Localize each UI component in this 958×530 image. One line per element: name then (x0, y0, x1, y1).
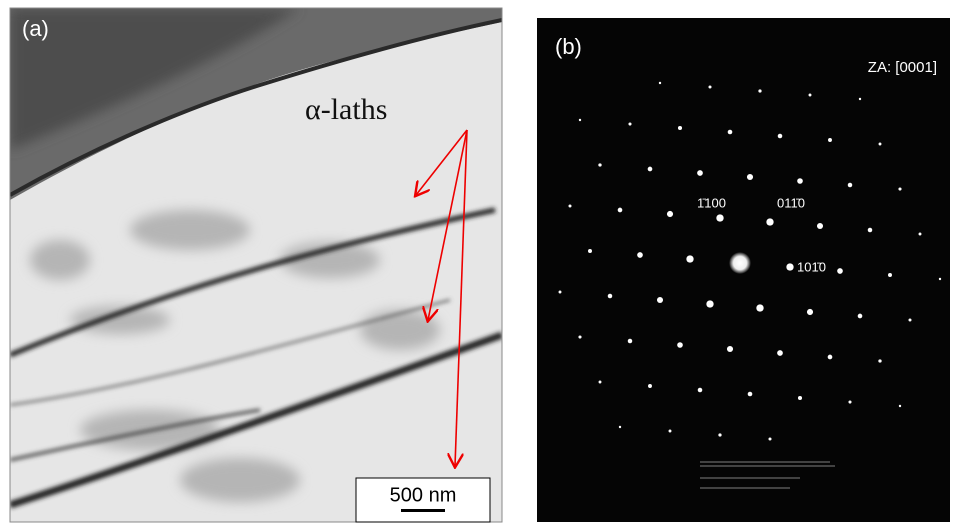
spot (667, 211, 673, 217)
spot (768, 437, 771, 440)
spot (756, 304, 763, 311)
spot (599, 381, 602, 384)
spot (766, 218, 773, 225)
spot (747, 174, 753, 180)
spot (777, 350, 783, 356)
spot (758, 89, 761, 92)
spot-label: 1̄100 (697, 195, 726, 210)
spot (657, 297, 663, 303)
spot (859, 98, 861, 100)
spot (716, 214, 723, 221)
spot (786, 263, 793, 270)
spot-label: 011̄0 (777, 195, 805, 210)
figure: (a) α-laths 500 nm (b) ZA: [0001] 1̄100 … (0, 0, 958, 530)
spot (898, 187, 901, 190)
spot (579, 119, 581, 121)
spot (697, 170, 703, 176)
central-beam (729, 252, 751, 274)
spot (748, 392, 753, 397)
spot (798, 396, 802, 400)
spot (578, 335, 581, 338)
spot (828, 138, 832, 142)
spot (686, 255, 693, 262)
spot (908, 318, 911, 321)
spot (858, 314, 863, 319)
spot (919, 233, 922, 236)
spot (598, 163, 601, 166)
spot (648, 384, 652, 388)
spot (878, 359, 881, 362)
spot (588, 249, 592, 253)
spot (797, 178, 803, 184)
spot (706, 300, 713, 307)
tem-image (10, 8, 502, 522)
spot (817, 223, 823, 229)
spot (708, 85, 711, 88)
spot (728, 130, 733, 135)
spot (669, 430, 672, 433)
spot (637, 252, 643, 258)
spot (648, 167, 653, 172)
spot (879, 143, 882, 146)
spot (848, 400, 851, 403)
spot (899, 405, 901, 407)
spot-label: 101̄0 (797, 259, 826, 274)
spot (809, 94, 812, 97)
panel-label: (b) (555, 34, 582, 59)
spot (727, 346, 733, 352)
zone-axis: ZA: [0001] (868, 59, 937, 76)
spot (619, 426, 621, 428)
spot (828, 355, 833, 360)
spot (559, 291, 562, 294)
spot (677, 342, 683, 348)
spot (608, 294, 613, 299)
spot (807, 309, 813, 315)
spot (698, 388, 703, 393)
spot (868, 228, 873, 233)
spot (628, 339, 633, 344)
spot (778, 134, 783, 139)
spot (888, 273, 892, 277)
spot (659, 82, 661, 84)
spot (848, 183, 853, 188)
spot (618, 208, 623, 213)
scale-bar-label: 500 nm (390, 484, 457, 506)
page: (a) α-laths 500 nm (b) ZA: [0001] 1̄100 … (0, 0, 958, 530)
annotation: α-laths (305, 93, 387, 126)
spot (678, 126, 682, 130)
spot (939, 278, 941, 280)
scale-bar (401, 509, 445, 512)
spot (837, 268, 843, 274)
spot (568, 204, 571, 207)
spot (628, 122, 631, 125)
panel-label: (a) (22, 16, 49, 41)
spot (718, 433, 721, 436)
